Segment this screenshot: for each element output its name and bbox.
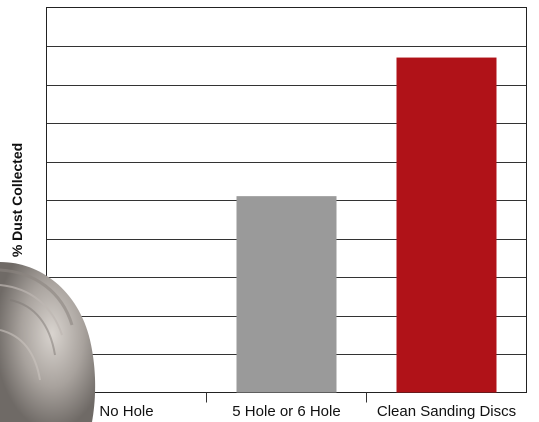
bar-5-hole-or-6-hole [236, 196, 337, 393]
bar-clean-sanding-discs [396, 57, 497, 393]
x-tick-labels: No Hole 5 Hole or 6 Hole Clean Sanding Dis… [99, 392, 516, 420]
x-tick-label: 5 Hole or 6 Hole [232, 403, 340, 420]
x-tick-label: Clean Sanding Discs [377, 403, 516, 420]
person-photo [0, 262, 96, 422]
bars [236, 57, 497, 393]
y-axis-label: % Dust Collected [9, 143, 25, 257]
x-tick-label: No Hole [99, 403, 153, 420]
